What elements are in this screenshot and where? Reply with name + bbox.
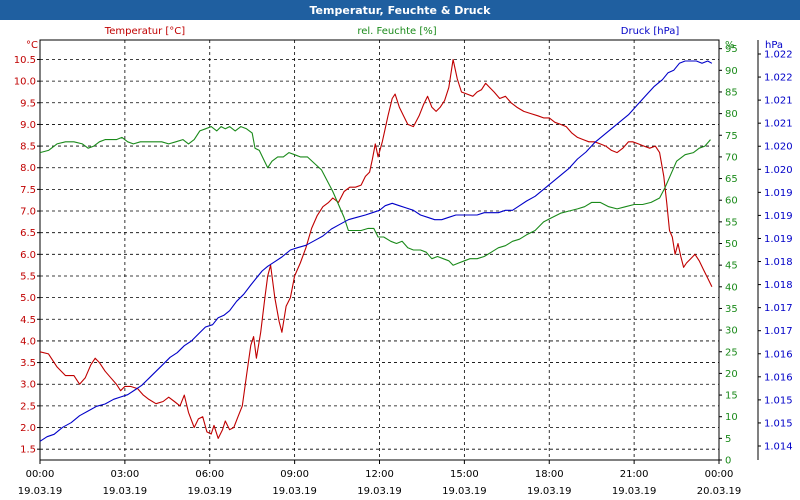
pressure-tick-label: 1.020 xyxy=(764,142,793,153)
humidity-axis: 0 5 10 15 20 25 30 35 40 45 50 55 60 65 70 75 80 85 90 95 xyxy=(718,40,738,467)
temp-tick-label: 7.0 xyxy=(20,207,36,218)
temperature-axis: 1.5 2.0 2.5 3.0 3.5 4.0 4.5 5.0 5.5 6.0 6.5 7.0 7.5 8… xyxy=(14,55,40,456)
date-tick-label: 19.03.19 xyxy=(272,486,317,497)
pressure-tick-label: 1.021 xyxy=(764,119,793,130)
humidity-tick-label: 65 xyxy=(725,174,738,185)
humidity-legend: rel. Feuchte [%] xyxy=(357,26,436,37)
humidity-unit-label: % xyxy=(725,40,735,51)
pressure-tick-label: 1.015 xyxy=(764,418,793,429)
humidity-tick-label: 95 xyxy=(725,44,738,55)
temp-tick-label: 4.0 xyxy=(20,336,36,347)
temperature-series-line xyxy=(39,58,713,439)
pressure-tick-label: 1.018 xyxy=(764,280,793,291)
pressure-axis: 1.014 1.015 1.015 1.016 1.016 1.017 1.017 1.018… xyxy=(757,40,793,460)
humidity-tick-label: 5 xyxy=(725,434,731,445)
humidity-tick-label: 80 xyxy=(725,109,738,120)
temp-tick-label: 10.0 xyxy=(14,77,36,88)
time-tick-label: 03:00 xyxy=(110,469,139,480)
temp-tick-label: 5.0 xyxy=(20,293,36,304)
pressure-legend: Druck [hPa] xyxy=(621,26,680,37)
time-tick-label: 18:00 xyxy=(535,469,564,480)
humidity-tick-label: 15 xyxy=(725,391,738,402)
time-tick-label: 00:00 xyxy=(26,469,55,480)
chart-canvas: 1.5 2.0 2.5 3.0 3.5 4.0 4.5 5.0 5.5 6.0 6.5 7.0 7.5 8… xyxy=(14,26,793,497)
time-tick-label: 12:00 xyxy=(365,469,394,480)
temp-tick-label: 2.5 xyxy=(20,401,36,412)
time-tick-label: 00:00 xyxy=(705,469,734,480)
humidity-tick-label: 45 xyxy=(725,261,738,272)
date-tick-label: 19.03.19 xyxy=(103,486,148,497)
date-tick-label: 20.03.19 xyxy=(697,486,742,497)
pressure-tick-label: 1.017 xyxy=(764,303,793,314)
humidity-tick-label: 90 xyxy=(725,66,738,77)
temperature-unit-label: °C xyxy=(26,40,38,51)
pressure-tick-label: 1.015 xyxy=(764,395,793,406)
pressure-tick-label: 1.020 xyxy=(764,165,793,176)
humidity-tick-label: 0 xyxy=(725,456,731,467)
pressure-series-line xyxy=(39,60,713,442)
temperature-legend: Temperatur [°C] xyxy=(104,26,185,37)
series-lines xyxy=(39,58,713,442)
temp-tick-label: 8.0 xyxy=(20,163,36,174)
date-tick-label: 19.03.19 xyxy=(18,486,63,497)
pressure-tick-label: 1.021 xyxy=(764,96,793,107)
pressure-tick-label: 1.016 xyxy=(764,349,793,360)
temp-tick-label: 6.0 xyxy=(20,250,36,261)
date-tick-label: 19.03.19 xyxy=(187,486,232,497)
temp-tick-label: 1.5 xyxy=(20,445,36,456)
pressure-tick-label: 1.019 xyxy=(764,234,793,245)
pressure-tick-label: 1.019 xyxy=(764,188,793,199)
humidity-tick-label: 35 xyxy=(725,304,738,315)
date-tick-label: 19.03.19 xyxy=(442,486,487,497)
time-tick-label: 21:00 xyxy=(620,469,649,480)
temp-tick-label: 9.0 xyxy=(20,120,36,131)
humidity-tick-label: 40 xyxy=(725,282,738,293)
pressure-unit-label: hPa xyxy=(765,40,783,51)
pressure-tick-label: 1.022 xyxy=(764,50,793,61)
time-tick-label: 09:00 xyxy=(280,469,309,480)
chart-title: Temperatur, Feuchte & Druck xyxy=(0,0,800,20)
time-tick-label: 15:00 xyxy=(450,469,479,480)
humidity-tick-label: 60 xyxy=(725,196,738,207)
humidity-tick-label: 55 xyxy=(725,217,738,228)
pressure-tick-label: 1.022 xyxy=(764,73,793,84)
pressure-tick-label: 1.018 xyxy=(764,257,793,268)
temp-tick-label: 3.5 xyxy=(20,358,36,369)
date-tick-label: 19.03.19 xyxy=(612,486,657,497)
temp-tick-label: 6.5 xyxy=(20,228,36,239)
temp-tick-label: 9.5 xyxy=(20,98,36,109)
pressure-tick-label: 1.014 xyxy=(764,442,793,453)
temp-tick-label: 7.5 xyxy=(20,185,36,196)
humidity-tick-label: 20 xyxy=(725,369,738,380)
humidity-tick-label: 70 xyxy=(725,152,738,163)
humidity-tick-label: 25 xyxy=(725,347,738,358)
pressure-tick-label: 1.016 xyxy=(764,372,793,383)
temp-tick-label: 8.5 xyxy=(20,142,36,153)
pressure-tick-label: 1.019 xyxy=(764,211,793,222)
pressure-tick-label: 1.017 xyxy=(764,326,793,337)
grid-lines xyxy=(40,40,719,460)
temp-tick-label: 3.0 xyxy=(20,380,36,391)
humidity-tick-label: 30 xyxy=(725,326,738,337)
temp-tick-label: 4.5 xyxy=(20,315,36,326)
time-tick-label: 06:00 xyxy=(195,469,224,480)
temp-tick-label: 10.5 xyxy=(14,55,36,66)
date-tick-label: 19.03.19 xyxy=(357,486,402,497)
humidity-tick-label: 50 xyxy=(725,239,738,250)
humidity-series-line xyxy=(39,126,711,266)
humidity-tick-label: 75 xyxy=(725,131,738,142)
date-tick-label: 19.03.19 xyxy=(527,486,572,497)
humidity-tick-label: 10 xyxy=(725,412,738,423)
humidity-tick-label: 85 xyxy=(725,87,738,98)
temp-tick-label: 2.0 xyxy=(20,423,36,434)
time-axis: 00:00 19.03.19 03:00 19.03.19 06:00 19.03.19 0… xyxy=(18,460,742,497)
temp-tick-label: 5.5 xyxy=(20,271,36,282)
